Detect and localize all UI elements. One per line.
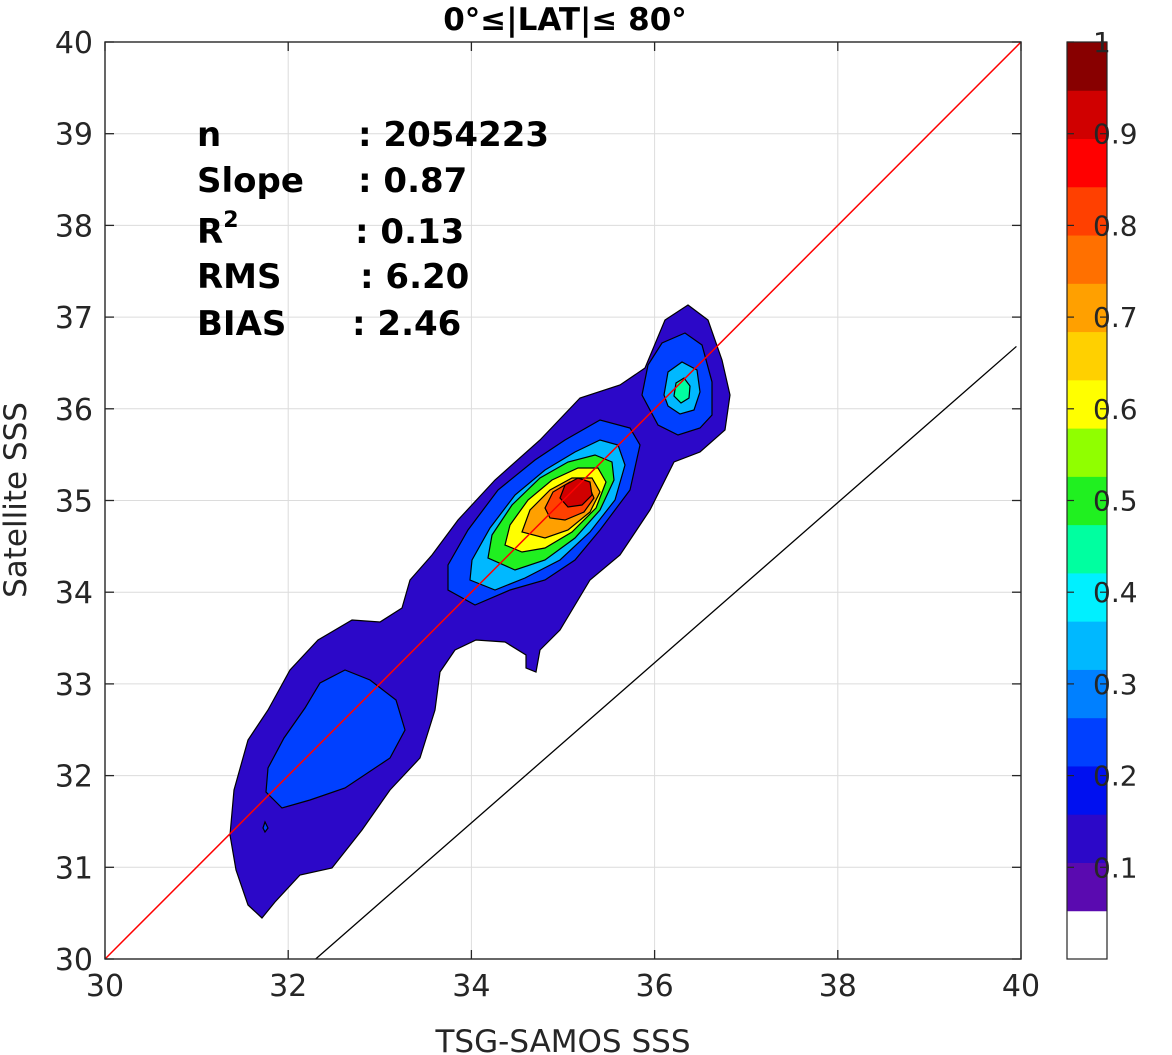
y-tick-label: 40 — [55, 26, 93, 61]
y-tick-label: 35 — [55, 485, 93, 520]
statistics-box: n : 2054223 Slope : 0.87 R2 : 0.13 RMS : 6.20 BI… — [197, 115, 549, 344]
x-tick-label: 30 — [86, 969, 124, 1004]
colorbar — [1066, 41, 1108, 960]
y-tick-label: 34 — [55, 576, 93, 611]
colorbar-cell — [1067, 621, 1107, 670]
stat-superscript: 2 — [223, 208, 238, 233]
colorbar-cell — [1067, 90, 1107, 140]
colorbar-tick-labels: 0.1 0.2 0.3 0.4 0.5 0.6 0.7 0.8 0.9 1 — [1093, 26, 1138, 884]
y-axis-label: Satellite SSS — [0, 402, 34, 598]
y-tick-label: 38 — [55, 209, 93, 244]
colorbar-cell — [1067, 814, 1107, 863]
x-tick-labels: 30 32 34 36 38 40 — [86, 969, 1040, 1004]
colorbar-cell — [1067, 765, 1107, 815]
stat-value: : 0.87 — [358, 161, 467, 201]
chart-title: 0°≤|LAT|≤ 80° — [443, 2, 687, 38]
y-tick-label: 30 — [55, 943, 93, 978]
colorbar-cell — [1067, 910, 1107, 960]
stat-label: RMS — [197, 257, 282, 297]
x-tick-label: 40 — [1002, 969, 1040, 1004]
x-axis-label: TSG-SAMOS SSS — [435, 1024, 691, 1055]
contour-level-0.9 — [559, 477, 593, 508]
colorbar-tick-label: 0.2 — [1093, 760, 1138, 793]
x-tick-label: 38 — [819, 969, 857, 1004]
x-tick-label: 36 — [636, 969, 674, 1004]
stat-label: Slope — [197, 161, 304, 201]
colorbar-cell — [1067, 138, 1107, 188]
colorbar-tick-label: 0.1 — [1093, 851, 1138, 884]
colorbar-tick-label: 0.6 — [1093, 393, 1138, 426]
colorbar-cell — [1067, 379, 1107, 429]
contour-small-island — [262, 820, 269, 834]
colorbar-cell — [1067, 669, 1107, 719]
colorbar-cell — [1067, 283, 1107, 333]
y-tick-label: 39 — [55, 118, 93, 153]
colorbar-cell — [1067, 717, 1107, 767]
y-tick-labels: 30 31 32 33 34 35 36 37 38 39 40 — [55, 26, 93, 978]
colorbar-cell — [1067, 428, 1107, 477]
y-tick-label: 33 — [55, 668, 93, 703]
colorbar-tick-label: 0.9 — [1093, 118, 1138, 151]
stat-value: : 2.46 — [352, 304, 461, 344]
colorbar-tick-label: 0.8 — [1093, 209, 1138, 242]
stat-value: : 2054223 — [358, 115, 549, 155]
colorbar-tick-label: 1 — [1093, 26, 1111, 59]
colorbar-cell — [1067, 862, 1107, 912]
colorbar-tick-label: 0.4 — [1093, 576, 1138, 609]
stat-label: BIAS — [197, 304, 286, 344]
colorbar-cell — [1067, 186, 1107, 236]
colorbar-tick-label: 0.3 — [1093, 668, 1138, 701]
colorbar-cell — [1067, 572, 1107, 622]
x-tick-label: 32 — [269, 969, 307, 1004]
stat-label: R2 — [197, 208, 239, 252]
colorbar-cell — [1067, 235, 1107, 284]
regression-line — [315, 345, 1017, 959]
colorbar-tick-label: 0.7 — [1093, 301, 1138, 334]
stat-value: : 6.20 — [360, 257, 469, 297]
stat-value: : 0.13 — [355, 212, 464, 252]
stat-label: n — [197, 115, 221, 155]
reference-lines — [105, 42, 1021, 959]
one-to-one-line — [105, 42, 1021, 959]
contour-level-0.2a — [265, 669, 406, 809]
y-tick-label: 36 — [55, 393, 93, 428]
y-tick-label: 37 — [55, 301, 93, 336]
y-tick-label: 32 — [55, 760, 93, 795]
colorbar-cell — [1067, 42, 1107, 91]
axis-ticks — [104, 41, 1022, 960]
colorbar-tick-label: 0.5 — [1093, 485, 1138, 518]
contour-level-0.4 — [673, 377, 691, 404]
colorbar-cell — [1067, 331, 1107, 381]
y-tick-label: 31 — [55, 851, 93, 886]
colorbar-cell — [1067, 524, 1107, 574]
x-tick-label: 34 — [452, 969, 490, 1004]
